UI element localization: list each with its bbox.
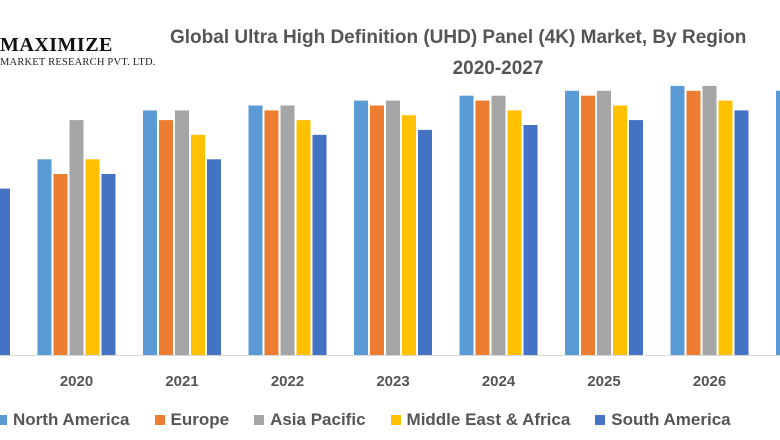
bar-asia-pacific-2022	[280, 105, 295, 355]
bar-south-america-2020	[101, 174, 116, 355]
bar-europe-2024	[475, 100, 490, 355]
bar-south-america-2026	[734, 110, 749, 356]
bar-middle-east-africa-2026	[718, 100, 733, 355]
legend-item: Asia Pacific	[254, 410, 366, 430]
bar-north-america-2026	[670, 85, 685, 356]
logo-subtitle: MARKET RESEARCH PVT. LTD.	[0, 57, 156, 68]
bar-asia-pacific-2026	[702, 85, 717, 356]
x-tick-label: 2025	[587, 373, 620, 390]
legend-label: Europe	[170, 410, 230, 429]
bar-south-america-2022	[312, 134, 327, 355]
bar-asia-pacific-2024	[491, 95, 506, 355]
bar-north-america-2022	[248, 105, 263, 355]
bar-north-america-2020	[37, 159, 52, 355]
bar-europe-2021	[159, 120, 173, 355]
bar-south-america-2025	[629, 120, 643, 355]
chart-title-line1: Global Ultra High Definition (UHD) Panel…	[170, 27, 747, 48]
legend-item: Europe	[154, 410, 230, 430]
legend-item: South America	[595, 410, 731, 430]
chart-title-line2: 2020-2027	[452, 58, 544, 79]
bar-asia-pacific-2023	[386, 100, 400, 355]
bar-middle-east-africa-2025	[613, 105, 627, 355]
bar-middle-east-africa-2022	[296, 120, 311, 355]
legend-item: North America	[0, 410, 130, 430]
bar-middle-east-africa-2020	[85, 159, 100, 355]
logo-name: MAXIMIZE	[0, 34, 113, 56]
bar-europe-2023	[370, 105, 384, 355]
legend-swatch	[154, 415, 165, 425]
bar-south-america-2024	[523, 125, 538, 355]
bar-south-america-2019	[0, 188, 10, 355]
bar-north-america-2024	[459, 95, 474, 355]
legend-label: Asia Pacific	[270, 410, 366, 429]
bar-middle-east-africa-2021	[191, 134, 205, 355]
x-tick-label: 2020	[60, 373, 93, 390]
bar-south-america-2021	[207, 159, 221, 355]
x-tick-label: 2022	[271, 373, 304, 390]
legend-swatch	[254, 415, 265, 425]
legend-label: South America	[611, 410, 731, 429]
bar-europe-2026	[686, 90, 701, 356]
bar-south-america-2023	[418, 129, 432, 355]
x-tick-label: 2023	[376, 373, 409, 390]
bar-north-america-2025	[565, 90, 579, 356]
bar-asia-pacific-2021	[175, 110, 189, 356]
bar-north-america-2021	[143, 110, 157, 356]
bar-europe-2025	[581, 95, 595, 355]
legend-swatch	[390, 415, 401, 425]
bar-europe-2022	[264, 110, 279, 356]
legend-swatch	[0, 415, 7, 425]
bar-middle-east-africa-2024	[507, 110, 522, 356]
bar-north-america-2027	[776, 90, 780, 356]
bar-europe-2020	[53, 174, 68, 355]
legend-item: Middle East & Africa	[390, 410, 571, 430]
legend: North America Europe Asia Pacific Middle…	[0, 409, 756, 431]
x-tick-label: 2021	[165, 373, 198, 390]
bar-north-america-2023	[354, 100, 368, 355]
x-tick-label: 2026	[693, 373, 726, 390]
bar-middle-east-africa-2023	[402, 115, 416, 356]
legend-label: Middle East & Africa	[406, 410, 571, 429]
legend-label: North America	[13, 410, 130, 429]
legend-swatch	[595, 415, 606, 425]
x-tick-label: 2024	[482, 373, 516, 390]
bar-asia-pacific-2020	[69, 120, 84, 355]
bar-asia-pacific-2025	[597, 90, 611, 356]
